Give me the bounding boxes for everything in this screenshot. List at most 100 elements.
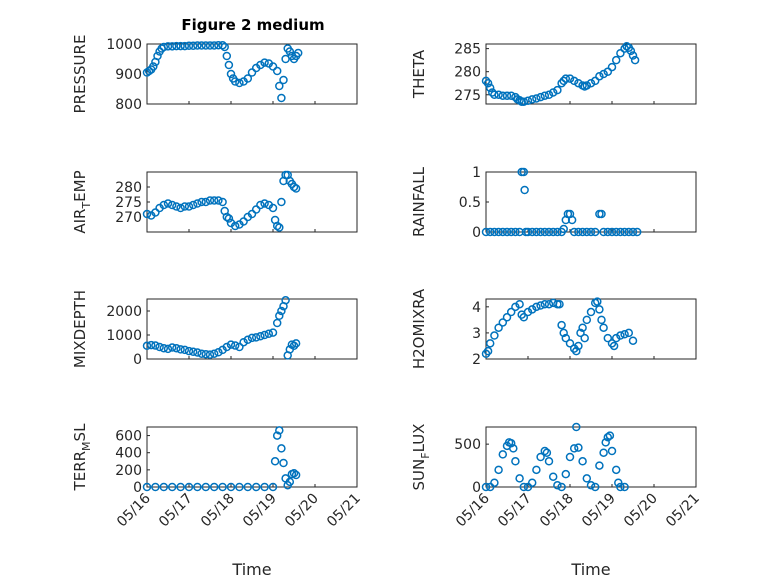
data-point	[209, 196, 219, 205]
data-point	[557, 78, 566, 88]
x-axis-label: Time	[570, 560, 610, 579]
data-point	[279, 75, 288, 85]
axes-box-6	[146, 426, 358, 488]
data-point	[268, 482, 278, 492]
data-point	[565, 452, 575, 462]
y-tick-label: 4	[472, 300, 481, 316]
data-point	[218, 40, 227, 50]
data-point	[561, 333, 571, 343]
data-point	[481, 482, 491, 492]
data-point	[176, 203, 185, 213]
data-point	[172, 202, 181, 211]
data-point	[540, 227, 550, 237]
data-point	[540, 299, 550, 309]
data-point	[574, 78, 583, 88]
data-point	[218, 197, 227, 207]
data-point	[595, 72, 604, 81]
data-point	[611, 465, 621, 475]
data-point	[494, 227, 503, 237]
data-point	[603, 433, 613, 442]
data-point	[527, 305, 537, 314]
data-point	[557, 482, 566, 492]
data-point	[582, 81, 592, 90]
x-tick-label: 05/21	[663, 491, 703, 531]
data-point	[235, 342, 244, 352]
data-point	[235, 78, 244, 88]
data-point	[624, 328, 634, 338]
data-point	[527, 478, 537, 487]
data-point	[268, 203, 278, 213]
data-point	[272, 66, 282, 76]
data-point	[611, 227, 621, 237]
data-point	[172, 41, 181, 51]
data-point	[209, 41, 219, 50]
data-point	[272, 431, 282, 440]
data-point	[251, 205, 261, 214]
data-point	[151, 341, 160, 350]
data-point	[580, 333, 589, 343]
data-point	[220, 42, 229, 52]
data-point	[540, 91, 550, 100]
data-point	[184, 202, 194, 211]
data-point	[167, 42, 177, 51]
data-point	[542, 448, 552, 457]
data-point	[251, 333, 261, 342]
y-axis-label: PRESSURE	[71, 35, 89, 114]
data-point	[628, 336, 638, 345]
data-point	[483, 346, 493, 356]
data-point	[565, 339, 575, 348]
data-point	[193, 482, 202, 492]
axes-box-1	[485, 43, 697, 105]
data-point	[626, 46, 636, 56]
data-point	[506, 307, 516, 317]
data-point	[620, 227, 629, 237]
data-point	[222, 342, 232, 352]
data-point	[632, 227, 642, 237]
data-point	[483, 78, 493, 88]
data-point	[201, 349, 211, 359]
y-axis-label: SUNFLUX	[410, 424, 432, 491]
data-point	[586, 227, 596, 237]
data-point	[277, 444, 286, 453]
data-point	[184, 41, 194, 51]
y-tick-label: 0	[472, 480, 481, 496]
data-point	[595, 461, 604, 470]
data-point	[553, 85, 562, 95]
data-point	[519, 482, 529, 492]
data-point	[260, 482, 269, 492]
data-point	[605, 431, 615, 440]
data-point	[230, 77, 240, 86]
y-tick-label: 3	[472, 326, 481, 342]
data-point	[490, 227, 499, 237]
data-point	[222, 51, 232, 61]
data-point	[205, 41, 215, 50]
data-point	[502, 91, 512, 100]
data-point	[599, 69, 608, 79]
y-tick-label: 400	[115, 446, 142, 462]
data-point	[291, 184, 301, 193]
data-point	[532, 465, 541, 475]
data-point	[485, 482, 495, 492]
y-tick-label: 285	[454, 42, 481, 58]
data-point	[167, 482, 177, 492]
data-point	[624, 227, 634, 237]
data-point	[553, 481, 562, 490]
data-point	[275, 81, 284, 91]
data-point	[224, 60, 234, 70]
data-point	[144, 66, 154, 76]
data-point	[201, 482, 211, 492]
data-point	[616, 227, 625, 237]
data-point	[628, 51, 638, 60]
data-point	[205, 350, 215, 359]
y-tick-label: 280	[115, 180, 142, 196]
data-point	[502, 227, 512, 237]
data-point	[574, 341, 583, 351]
y-axis-label: RAINFALL	[410, 166, 428, 237]
data-point	[485, 339, 495, 348]
data-point	[218, 482, 227, 492]
data-point	[578, 457, 587, 466]
data-point	[536, 301, 545, 310]
data-point	[561, 74, 571, 83]
data-point	[289, 182, 299, 192]
axes-box-0	[146, 43, 358, 105]
